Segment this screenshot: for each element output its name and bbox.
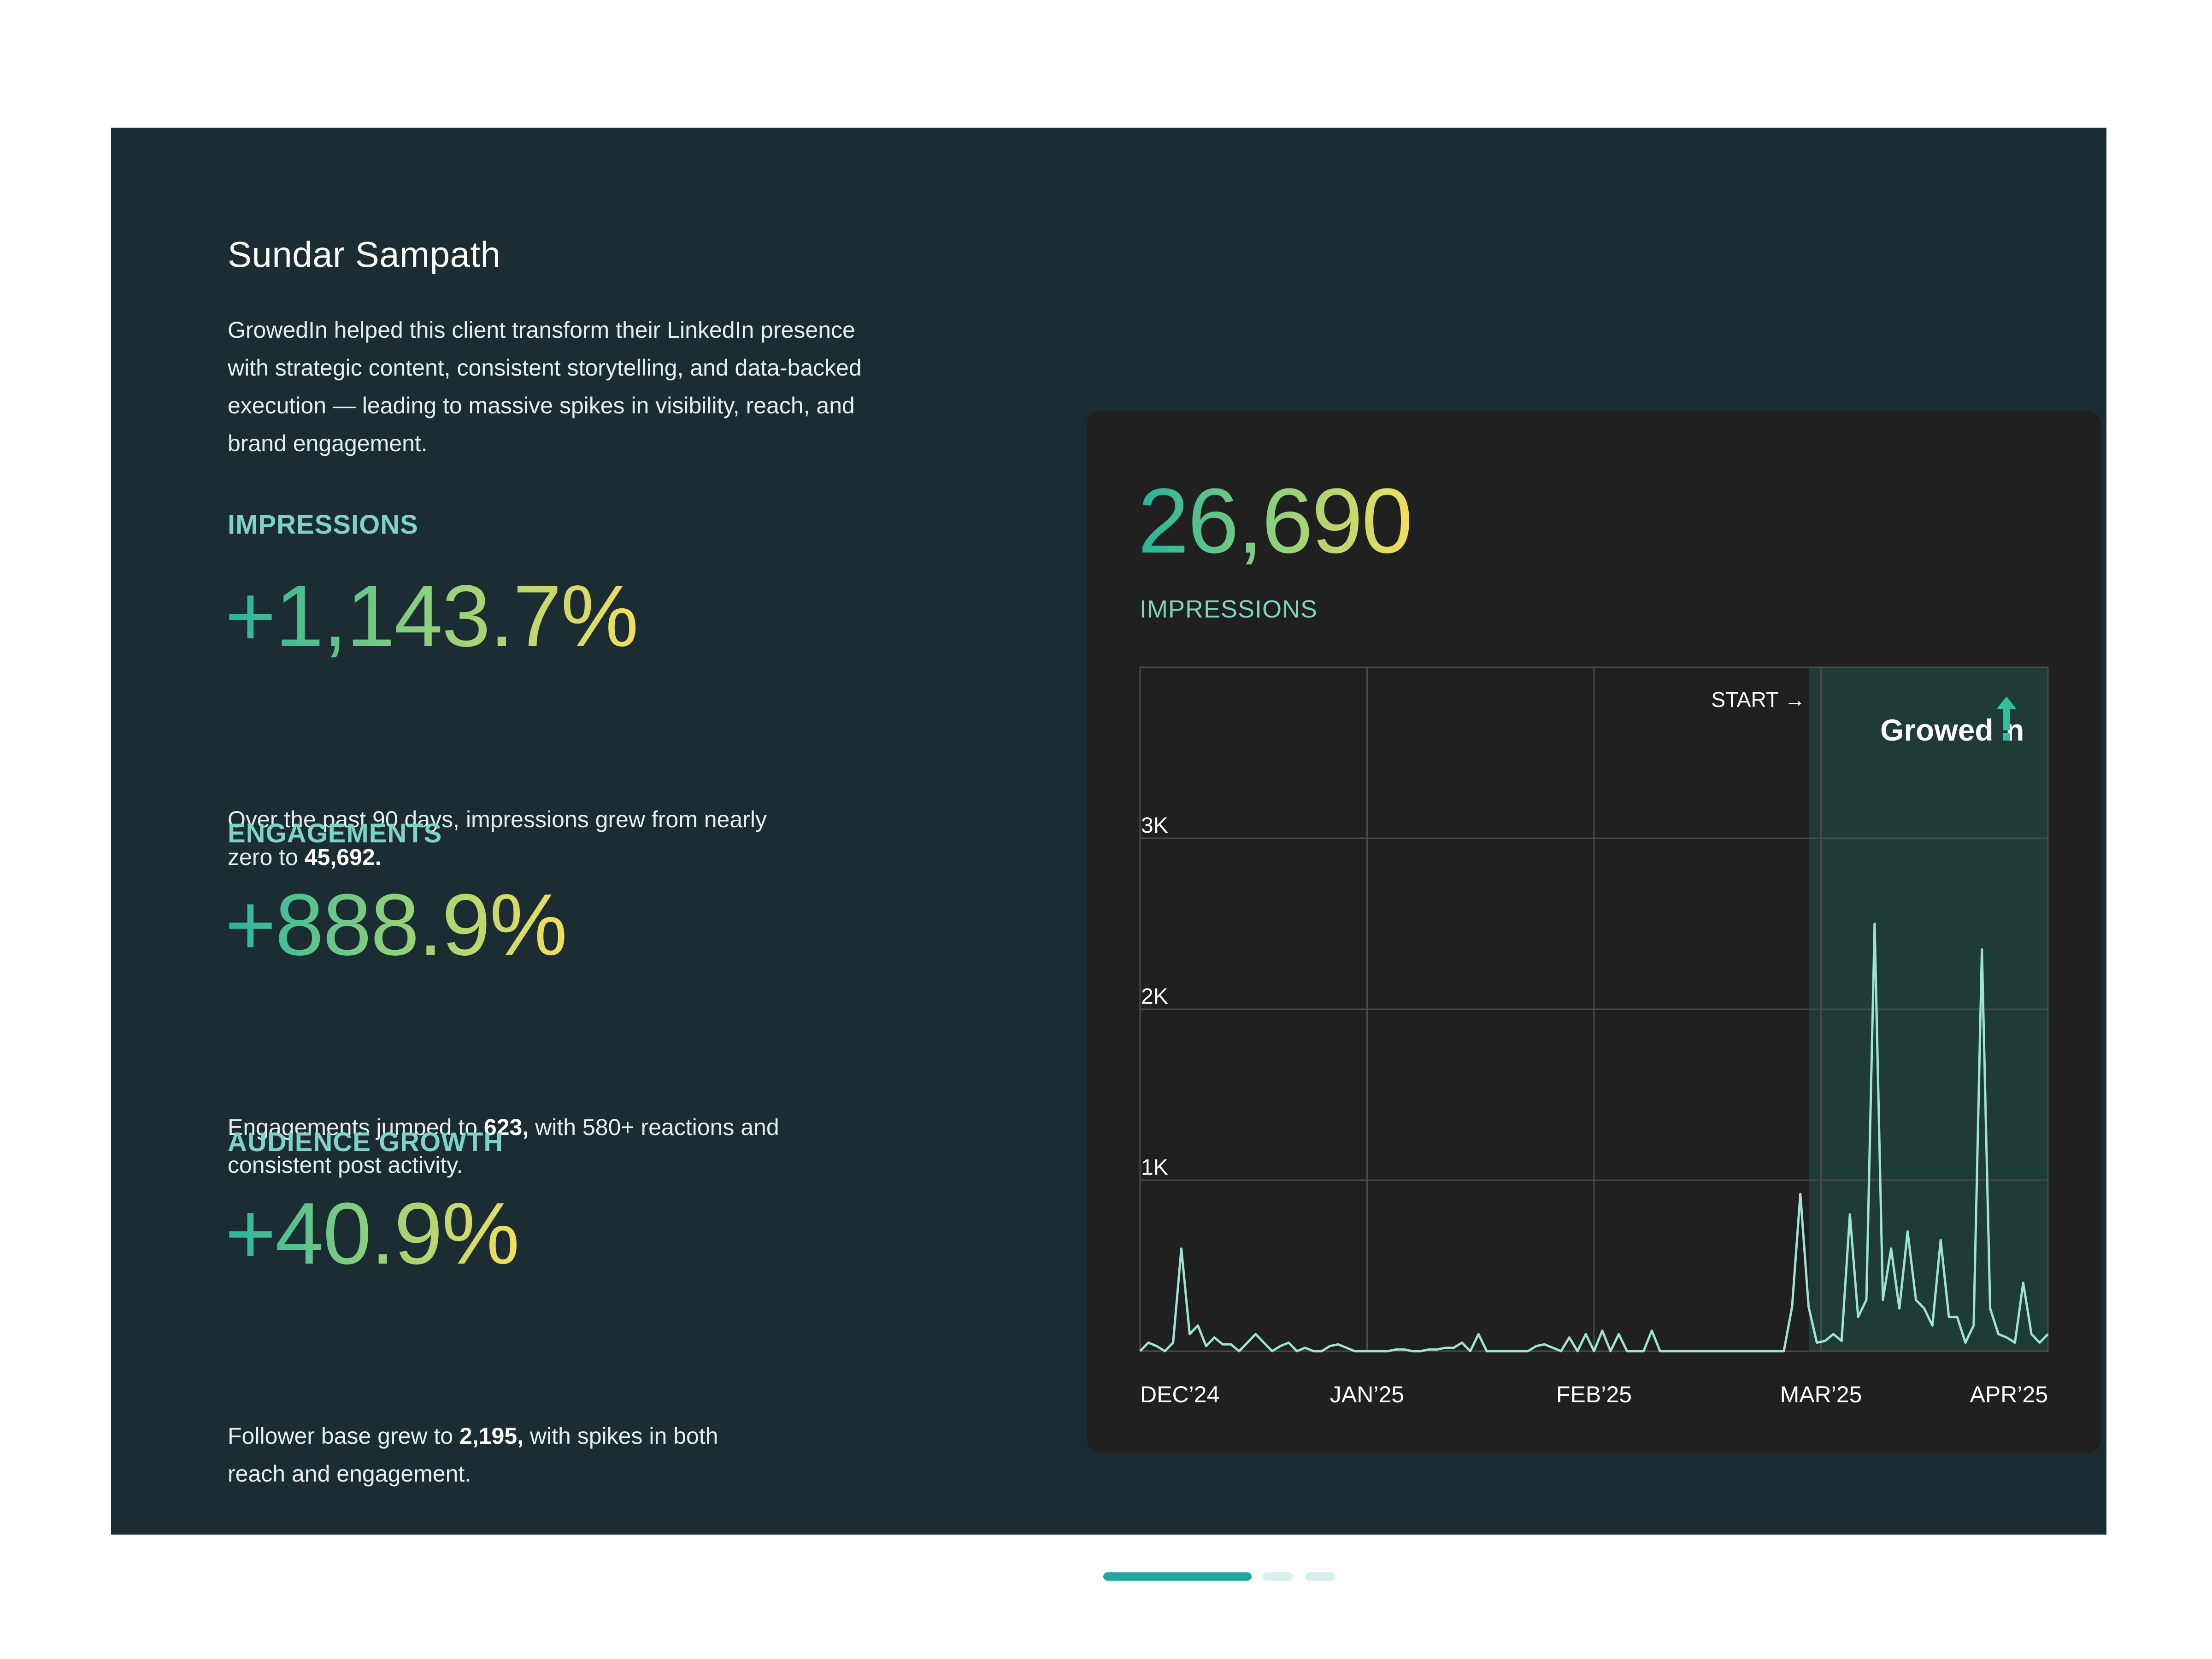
- growedin-logo: Growed n: [1880, 696, 2024, 747]
- client-name: Sundar Sampath: [228, 234, 501, 275]
- impressions-description: Over the past 90 days, impressions grew …: [228, 806, 767, 870]
- client-intro: GrowedIn helped this client transform th…: [228, 317, 862, 456]
- impressions-label: IMPRESSIONS: [228, 510, 418, 540]
- impressions-chart-card: 26,690 IMPRESSIONS 1K 2K 3K DEC’24 JAN’25 FEB…: [1087, 411, 2101, 1453]
- impressions-series-line: [1139, 923, 2049, 1353]
- y-tick-label: 2K: [1141, 984, 1168, 1009]
- engagements-growth-value: +888.9%: [225, 876, 567, 974]
- audience-growth-value: +40.9%: [225, 1185, 520, 1282]
- logo-dot: [2003, 733, 2010, 741]
- audience-growth-label: AUDIENCE GROWTH: [228, 1127, 504, 1157]
- carousel-dot-1[interactable]: [1103, 1572, 1252, 1581]
- carousel-dot-2[interactable]: [1263, 1572, 1293, 1581]
- x-tick-label: DEC’24: [1140, 1382, 1219, 1407]
- carousel-dot-3[interactable]: [1305, 1572, 1335, 1581]
- case-study-panel: Sundar Sampath GrowedIn helped this clie…: [111, 128, 2106, 1581]
- impressions-growth-value: +1,143.7%: [225, 567, 639, 665]
- total-impressions-label: IMPRESSIONS: [1140, 595, 1318, 623]
- x-tick-label: FEB’25: [1556, 1382, 1632, 1407]
- y-tick-label: 3K: [1141, 813, 1168, 838]
- engagements-description: Engagements jumped to 623, with 580+ rea…: [228, 1114, 779, 1178]
- start-marker-label: START →: [1711, 688, 1805, 712]
- logo-arrow-icon: [1996, 696, 2017, 730]
- total-impressions-value: 26,690: [1138, 470, 1413, 572]
- impressions-line-chart: 1K 2K 3K DEC’24 JAN’25 FEB’25 MAR’25 APR’25 STAR…: [1139, 666, 2049, 1407]
- x-tick-label: JAN’25: [1330, 1382, 1404, 1407]
- y-tick-label: 1K: [1141, 1155, 1168, 1180]
- engagements-label: ENGAGEMENTS: [228, 818, 442, 848]
- x-tick-label: APR’25: [1970, 1382, 2048, 1407]
- audience-growth-description: Follower base grew to 2,195, with spikes…: [228, 1423, 718, 1487]
- logo-text: Growed n: [1880, 713, 2024, 747]
- x-tick-label: MAR’25: [1780, 1382, 1862, 1407]
